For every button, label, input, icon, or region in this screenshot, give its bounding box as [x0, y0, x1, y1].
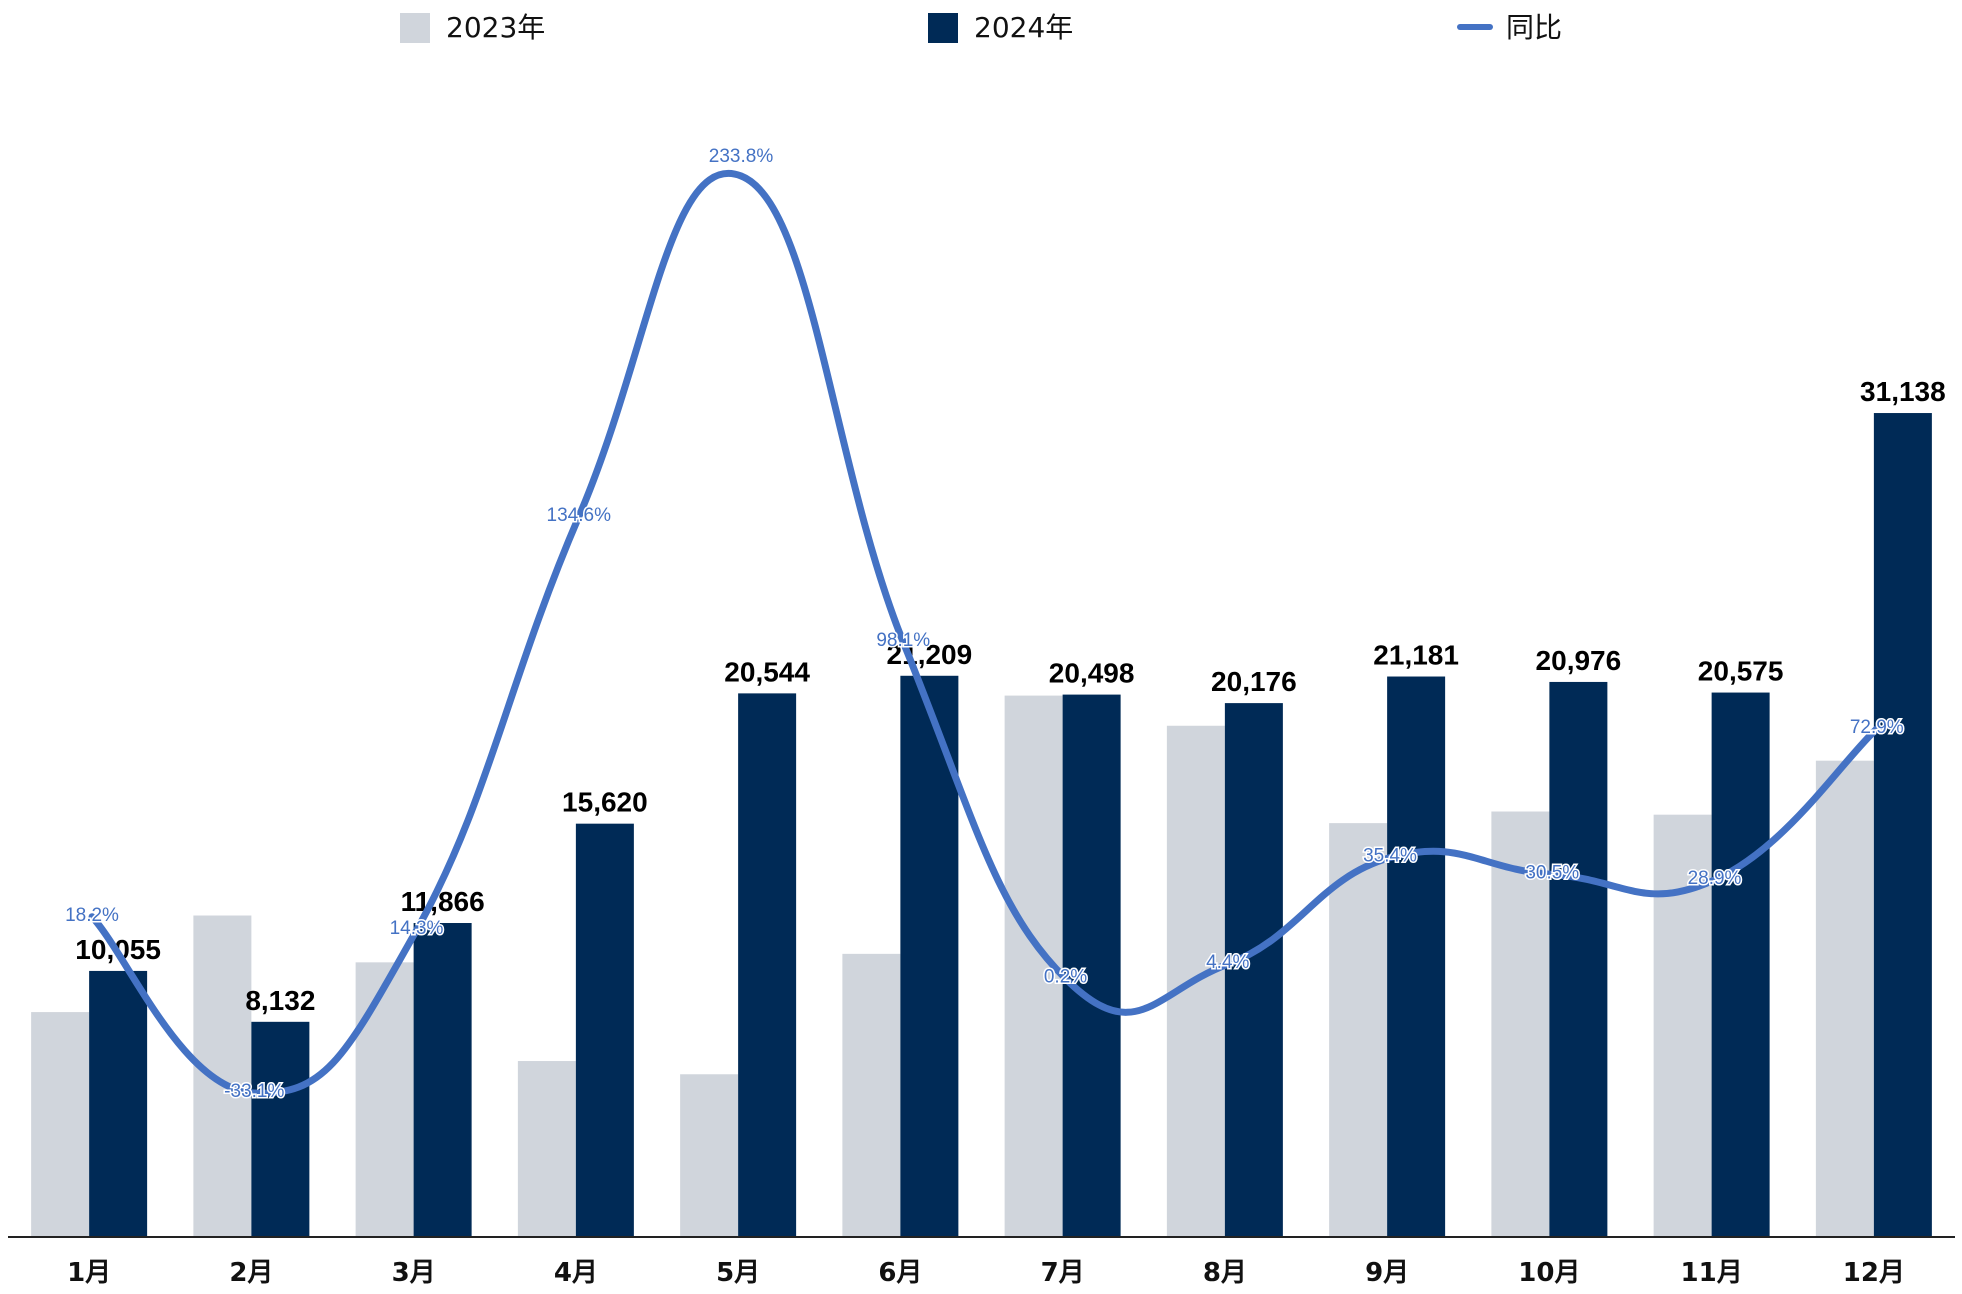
bar-2023-5: [680, 1074, 739, 1237]
x-tick-label-12: 12月: [1843, 1258, 1905, 1288]
yoy-value-label-1: 18.2%: [65, 905, 119, 926]
bars-2024: [89, 413, 1932, 1237]
bar-2023-10: [1491, 811, 1550, 1237]
bar-2024-value-label-7: 20,498: [1049, 658, 1135, 689]
yoy-value-label-8: 4.4%: [1206, 952, 1249, 973]
bar-2023-12: [1815, 760, 1874, 1237]
bar-2024-11: [1711, 692, 1770, 1237]
x-tick-label-8: 8月: [1203, 1258, 1247, 1288]
x-tick-label-10: 10月: [1518, 1258, 1580, 1288]
bar-2024-6: [900, 675, 959, 1237]
yoy-value-label-10: 30.5%: [1525, 862, 1579, 883]
bar-2023-3: [355, 962, 414, 1237]
yoy-value-labels: 18.2% -33.1% 14.3% 134.6% 233.8% 98.1% 0.2% 4.4…: [64, 144, 1906, 1103]
bar-2024-value-label-3: 11,866: [401, 886, 485, 917]
bar-2024-value-label-8: 20,176: [1211, 666, 1297, 697]
bar-2024-1: [89, 970, 148, 1237]
x-tick-label-6: 6月: [878, 1258, 922, 1288]
bar-2023-2: [193, 915, 252, 1237]
legend: 2023年 2024年 同比: [400, 11, 1562, 44]
x-tick-label-9: 9月: [1365, 1258, 1409, 1288]
x-tick-label-7: 7月: [1041, 1258, 1085, 1288]
bar-2024-value-label-9: 21,181: [1373, 640, 1459, 671]
x-tick-label-11: 11月: [1681, 1258, 1743, 1288]
bar-2024-12: [1873, 413, 1932, 1237]
yoy-line-series: [88, 170, 1881, 1097]
bar-2024-8: [1224, 703, 1283, 1237]
bar-2024-5: [738, 693, 797, 1237]
yoy-value-label-9: 35.4%: [1363, 846, 1417, 867]
legend-swatch-1: [400, 13, 430, 43]
yoy-value-label-4: 134.6%: [547, 505, 612, 526]
yoy-value-label-5: 233.8%: [709, 146, 774, 167]
legend-swatch-2: [928, 13, 958, 43]
yoy-line: [88, 170, 1881, 1097]
x-tick-label-1: 1月: [67, 1258, 111, 1288]
legend-label-2: 2024年: [974, 11, 1073, 44]
bar-2023-9: [1329, 823, 1388, 1237]
bar-2024-value-label-12: 31,138: [1860, 376, 1946, 407]
bar-2024-2: [251, 1021, 310, 1237]
x-tick-label-4: 4月: [554, 1258, 598, 1288]
yoy-value-label-12: 72.9%: [1850, 717, 1904, 738]
bar-2024-value-label-11: 20,575: [1698, 656, 1784, 687]
bar-2024-value-label-4: 15,620: [562, 787, 648, 818]
bar-2023-4: [517, 1061, 576, 1237]
yoy-value-label-11: 28.9%: [1688, 868, 1742, 889]
bar-2024-10: [1549, 681, 1608, 1237]
bars-2023: [31, 695, 1874, 1237]
x-axis-ticks: 1月 2月 3月 4月 5月 6月 7月 8月 9月 10月 11月 12月: [67, 1258, 1905, 1288]
bar-2024-7: [1062, 694, 1121, 1237]
bar-2023-6: [842, 953, 901, 1237]
x-tick-label-2: 2月: [229, 1258, 273, 1288]
yoy-value-label-6: 98.1%: [876, 630, 930, 651]
bar-2024-9: [1387, 676, 1446, 1237]
legend-label-3: 同比: [1506, 11, 1562, 44]
bar-value-labels: 10,0558,13211,86615,62020,54421,20920,49…: [75, 376, 1945, 1016]
bar-2024-3: [413, 923, 472, 1237]
yoy-value-label-3: 14.3%: [390, 918, 444, 939]
bar-2024-4: [575, 823, 634, 1237]
x-tick-label-3: 3月: [392, 1258, 436, 1288]
bar-2024-value-label-5: 20,544: [724, 656, 810, 687]
bar-2023-1: [31, 1012, 90, 1237]
yoy-value-label-7: 0.2%: [1044, 967, 1087, 988]
legend-label-1: 2023年: [446, 11, 545, 44]
x-tick-label-5: 5月: [716, 1258, 760, 1288]
yoy-value-label-2: -33.1%: [224, 1081, 284, 1102]
bar-2024-value-label-2: 8,132: [245, 985, 315, 1016]
bar-2024-value-label-10: 20,976: [1536, 645, 1622, 676]
